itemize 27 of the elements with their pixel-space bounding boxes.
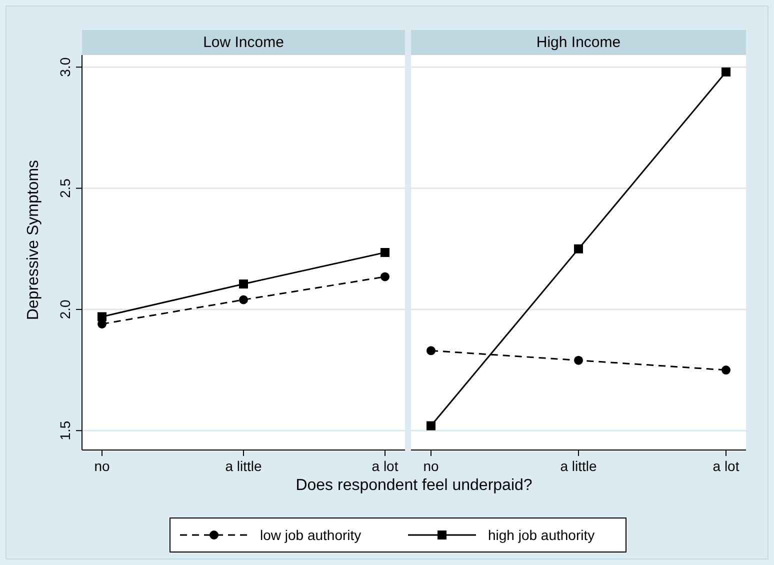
point: [426, 346, 436, 356]
point: [574, 356, 583, 365]
point: [722, 67, 730, 76]
legend-label: low job authority: [260, 527, 362, 543]
x-tick-label: no: [423, 458, 439, 474]
point: [380, 248, 390, 257]
point: [239, 280, 248, 289]
y-tick-label: 1.5: [57, 420, 73, 440]
point: [98, 312, 106, 322]
x-tick-label: a little: [225, 458, 262, 474]
legend-label: high job authority: [488, 527, 595, 543]
chart-title: Low Income: [203, 34, 284, 51]
point: [239, 295, 248, 304]
y-tick-label: 2.5: [57, 178, 73, 198]
x-tick-label: a lot: [372, 458, 398, 474]
chart-title: High Income: [536, 34, 621, 51]
point: [574, 244, 583, 254]
point: [380, 272, 390, 282]
y-tick-label: 2.0: [57, 300, 73, 320]
x-axis-title: Does respondent feel underpaid?: [296, 477, 532, 494]
x-tick-label: no: [94, 458, 110, 474]
x-tick-label: a little: [560, 458, 597, 474]
point: [722, 366, 730, 375]
x-tick-label: a lot: [712, 458, 740, 474]
point: [426, 421, 436, 430]
y-tick-label: 3.0: [57, 57, 73, 77]
y-axis-title: Depressive Symptoms: [25, 160, 42, 320]
